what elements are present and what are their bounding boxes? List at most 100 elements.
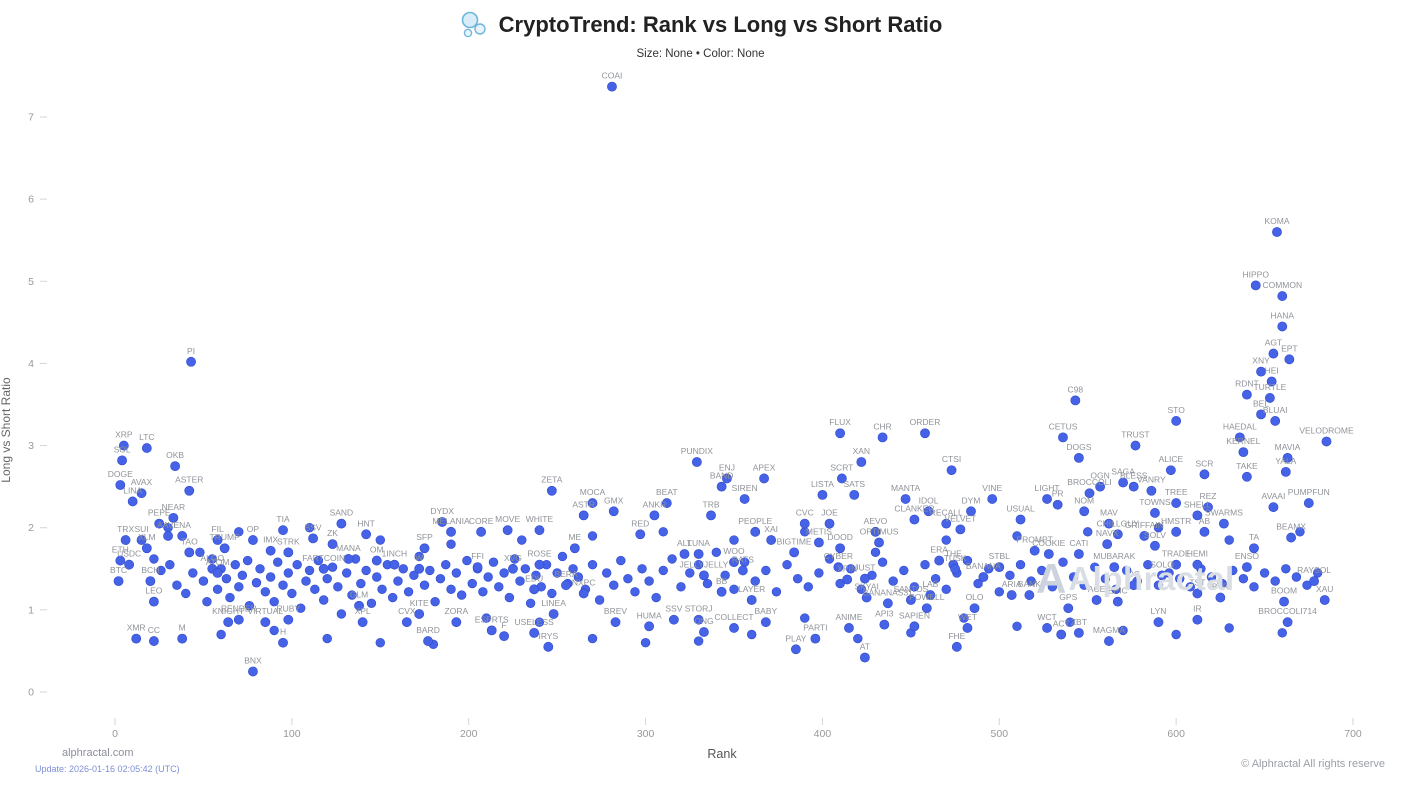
data-point[interactable] [679,549,690,559]
data-point[interactable] [1238,447,1249,458]
data-point[interactable] [1217,578,1227,589]
data-point[interactable] [393,576,403,586]
data-point[interactable] [959,613,969,623]
data-point[interactable] [403,587,414,597]
data-point[interactable] [994,587,1004,597]
data-point[interactable] [476,526,487,537]
data-point[interactable] [578,588,589,599]
data-point[interactable] [322,633,332,644]
data-point[interactable] [486,625,497,636]
data-point[interactable] [720,570,730,581]
data-point[interactable] [260,587,271,597]
data-point[interactable] [1118,477,1129,488]
data-point[interactable] [520,564,531,574]
data-point[interactable] [446,584,456,595]
data-point[interactable] [467,578,477,589]
data-point[interactable] [1192,588,1203,599]
data-point[interactable] [1042,494,1052,504]
data-point[interactable] [930,573,941,584]
data-point[interactable] [969,603,980,614]
data-point[interactable] [419,580,430,590]
data-point[interactable] [791,644,801,655]
data-point[interactable] [548,609,559,619]
data-point[interactable] [1056,629,1067,640]
data-point[interactable] [308,533,318,544]
data-point[interactable] [978,572,989,582]
data-point[interactable] [1112,596,1123,607]
data-point[interactable] [950,563,960,574]
data-point[interactable] [419,543,430,554]
data-point[interactable] [149,636,159,646]
data-point[interactable] [946,465,957,476]
data-point[interactable] [372,572,382,582]
data-point[interactable] [230,559,240,570]
data-point[interactable] [1079,506,1090,517]
data-point[interactable] [1321,436,1332,447]
data-point[interactable] [149,554,159,564]
data-point[interactable] [322,573,332,584]
data-point[interactable] [318,563,329,574]
data-point[interactable] [283,568,294,578]
data-point[interactable] [693,559,704,570]
data-point[interactable] [529,627,540,638]
data-point[interactable] [1153,523,1164,533]
data-point[interactable] [557,551,568,562]
data-point[interactable] [1277,291,1288,301]
data-point[interactable] [587,531,598,541]
data-point[interactable] [131,633,142,644]
data-point[interactable] [248,666,258,677]
data-point[interactable] [1319,595,1330,605]
data-point[interactable] [1270,576,1280,586]
data-point[interactable] [923,506,934,517]
data-point[interactable] [184,485,195,496]
data-point[interactable] [900,494,911,504]
data-point[interactable] [800,613,810,623]
data-point[interactable] [1264,393,1275,403]
data-point[interactable] [375,638,385,648]
data-point[interactable] [1073,549,1084,559]
data-point[interactable] [1121,565,1132,576]
data-point[interactable] [729,557,739,568]
data-point[interactable] [237,570,248,581]
data-point[interactable] [278,525,288,536]
data-point[interactable] [1070,395,1081,406]
data-point[interactable] [1284,354,1295,365]
data-point[interactable] [1139,531,1150,541]
data-point[interactable] [198,576,209,586]
data-point[interactable] [1029,545,1040,556]
data-point[interactable] [1268,502,1279,513]
data-point[interactable] [341,568,352,578]
data-point[interactable] [1100,573,1111,584]
data-point[interactable] [494,582,504,592]
data-point[interactable] [859,652,870,663]
data-point[interactable] [706,510,716,521]
data-point[interactable] [269,625,279,636]
data-point[interactable] [136,488,147,499]
data-point[interactable] [608,506,619,517]
data-point[interactable] [398,564,408,574]
data-point[interactable] [1104,518,1114,529]
data-point[interactable] [1224,623,1234,633]
data-point[interactable] [1281,564,1291,574]
data-point[interactable] [716,481,727,492]
data-point[interactable] [782,559,792,570]
data-point[interactable] [810,633,821,644]
data-point[interactable] [1256,409,1266,420]
data-point[interactable] [212,567,223,578]
data-point[interactable] [136,535,147,545]
data-point[interactable] [1272,227,1282,237]
data-point[interactable] [561,580,571,591]
data-point[interactable] [1153,580,1164,590]
data-point[interactable] [347,590,357,600]
data-point[interactable] [446,526,456,537]
data-point[interactable] [1185,582,1196,592]
data-point[interactable] [1174,573,1185,584]
data-point[interactable] [531,570,541,581]
data-point[interactable] [401,617,412,628]
data-point[interactable] [177,531,188,541]
data-point[interactable] [504,592,515,603]
data-point[interactable] [481,613,492,623]
data-point[interactable] [451,568,462,578]
data-point[interactable] [699,570,709,581]
data-point[interactable] [1256,366,1266,377]
